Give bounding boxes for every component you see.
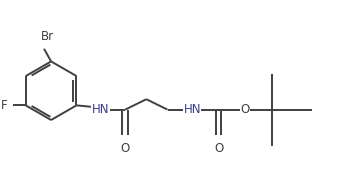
Text: HN: HN (183, 103, 201, 116)
Text: Br: Br (41, 29, 54, 43)
Text: F: F (0, 99, 7, 112)
Text: HN: HN (92, 103, 109, 116)
Text: O: O (214, 142, 223, 155)
Text: O: O (121, 142, 130, 155)
Text: O: O (241, 103, 250, 116)
